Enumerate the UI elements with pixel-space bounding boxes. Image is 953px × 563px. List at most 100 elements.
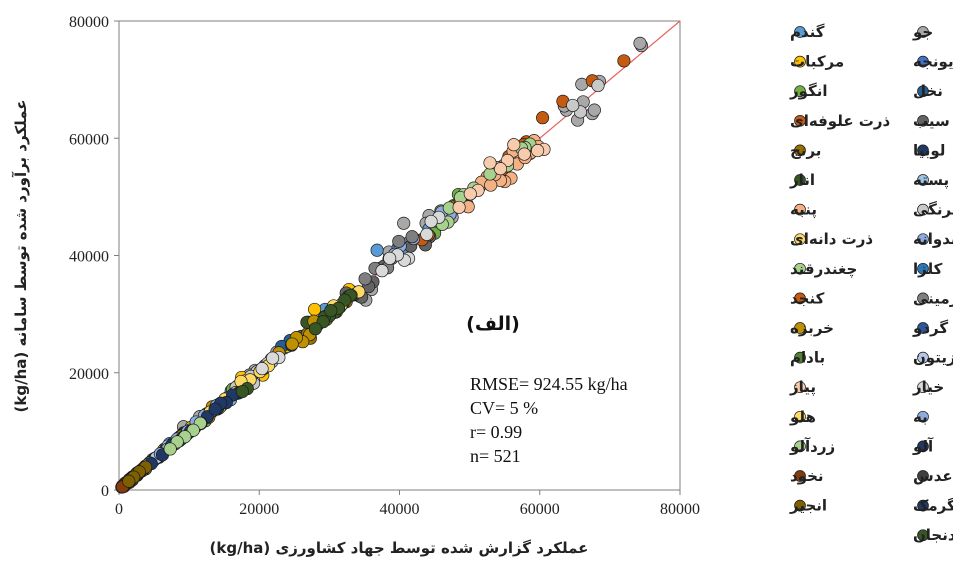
data-point: [285, 337, 299, 351]
legend-item: ذرت علوفه‌ای: [790, 112, 891, 130]
data-point: [483, 156, 497, 170]
legend-label: یونجه: [913, 53, 953, 71]
legend-item: به: [913, 408, 929, 426]
data-point: [405, 230, 419, 244]
data-point: [266, 351, 280, 365]
legend-item: گرمک: [913, 497, 953, 515]
legend-label: خیار: [912, 378, 944, 396]
legend-marker: [917, 499, 929, 512]
legend-marker: [917, 470, 929, 482]
legend-label: عدس: [913, 467, 953, 485]
legend-label: هلو: [789, 408, 816, 426]
legend-marker: [794, 262, 806, 275]
legend-item: جو: [912, 23, 933, 41]
data-point: [633, 36, 647, 50]
legend-marker: [794, 174, 806, 186]
legend-label: لوبیا: [913, 141, 945, 159]
legend-item: پنبه: [790, 201, 817, 220]
legend-marker: [917, 174, 929, 186]
y-axis-title: عملکرد برآورد شده توسط سامانه (kg/ha): [12, 100, 30, 413]
legend-label: گندم: [790, 23, 825, 41]
y-tick-label: 60000: [69, 131, 109, 148]
legend-marker: [917, 233, 929, 246]
legend-marker: [917, 114, 929, 127]
legend-item: چغندرقند: [790, 260, 857, 279]
legend-label: بادام: [790, 349, 825, 367]
legend-item: نخل: [913, 82, 943, 100]
legend-marker: [917, 26, 929, 38]
legend-item: گوجه‌فرنگی: [913, 201, 953, 219]
legend-marker: [917, 55, 929, 68]
legend-item: گردو: [912, 319, 948, 337]
legend-marker: [917, 292, 929, 305]
legend-item: پیاز: [789, 378, 816, 397]
legend-marker: [794, 114, 806, 127]
legend-marker: [917, 381, 929, 394]
data-point: [235, 384, 249, 399]
data-point: [324, 304, 338, 318]
stat-rmse: RMSE= 924.55 kg/ha: [470, 374, 628, 394]
legend-item: کنجد: [790, 289, 825, 307]
legend-marker: [917, 440, 929, 453]
legend-label: گرمک: [913, 497, 953, 515]
legend-marker: [794, 203, 806, 216]
legend-item: لوبیا: [913, 141, 945, 159]
legend-label: انجیر: [789, 497, 827, 515]
legend-label: انگور: [789, 82, 828, 100]
data-point: [493, 162, 508, 176]
legend-item: پسته: [913, 171, 949, 190]
legend-label: کنجد: [790, 289, 825, 307]
legend-marker: [794, 499, 806, 512]
legend-marker: [794, 351, 806, 364]
legend-item: برنج: [790, 141, 821, 159]
legend-item: زردآلو: [789, 437, 835, 455]
x-tick-label: 0: [115, 501, 123, 518]
legend-marker: [917, 351, 929, 364]
legend-label: ذرت علوفه‌ای: [790, 112, 891, 130]
legend-marker: [794, 381, 806, 394]
legend-label: بادنجان: [913, 526, 953, 544]
legend-label: خربزه: [790, 319, 834, 337]
legend-marker: [794, 85, 806, 98]
legend-marker: [794, 144, 806, 157]
data-point: [397, 216, 411, 230]
x-tick-label: 40000: [380, 501, 420, 518]
legend-item: هندوانه: [913, 230, 953, 248]
legend-item: نخود: [790, 467, 824, 485]
legend-label: زردآلو: [789, 437, 835, 455]
data-point: [255, 362, 269, 376]
legend-label: آلو: [912, 437, 934, 455]
legend-marker: [917, 322, 929, 334]
legend-marker: [794, 410, 806, 423]
legend-label: پسته: [913, 171, 949, 190]
data-point: [383, 251, 397, 265]
legend-item: خربزه: [790, 319, 834, 337]
stat-r: r= 0.99: [470, 422, 522, 442]
data-point: [531, 144, 545, 158]
data-point: [424, 214, 438, 229]
legend-marker: [794, 55, 806, 68]
legend-label: زیتون: [913, 349, 953, 367]
data-point: [452, 200, 466, 214]
data-point: [208, 402, 222, 416]
data-point: [587, 103, 601, 117]
legend-label: ذرت دانه‌ای: [790, 230, 873, 248]
legend-item: گندم: [790, 23, 825, 41]
legend-marker: [794, 440, 806, 453]
legend-label: نخود: [790, 467, 824, 485]
legend-label: کلزا: [913, 260, 943, 278]
legend-item: زیتون: [913, 349, 953, 367]
data-point: [566, 98, 580, 112]
stat-cv: CV= 5 %: [470, 398, 538, 418]
x-tick-label: 20000: [239, 501, 279, 518]
legend-marker: [917, 529, 929, 542]
legend-marker: [794, 26, 806, 38]
data-point: [358, 272, 372, 286]
x-axis-title: عملکرد گزارش شده توسط جهاد کشاورزی (kg/h…: [210, 539, 589, 557]
legend-label: انار: [789, 171, 815, 189]
data-point: [392, 234, 406, 248]
legend-label: مرکبات: [790, 53, 844, 71]
y-tick-label: 20000: [69, 366, 109, 383]
panel-label: (الف): [466, 313, 520, 335]
